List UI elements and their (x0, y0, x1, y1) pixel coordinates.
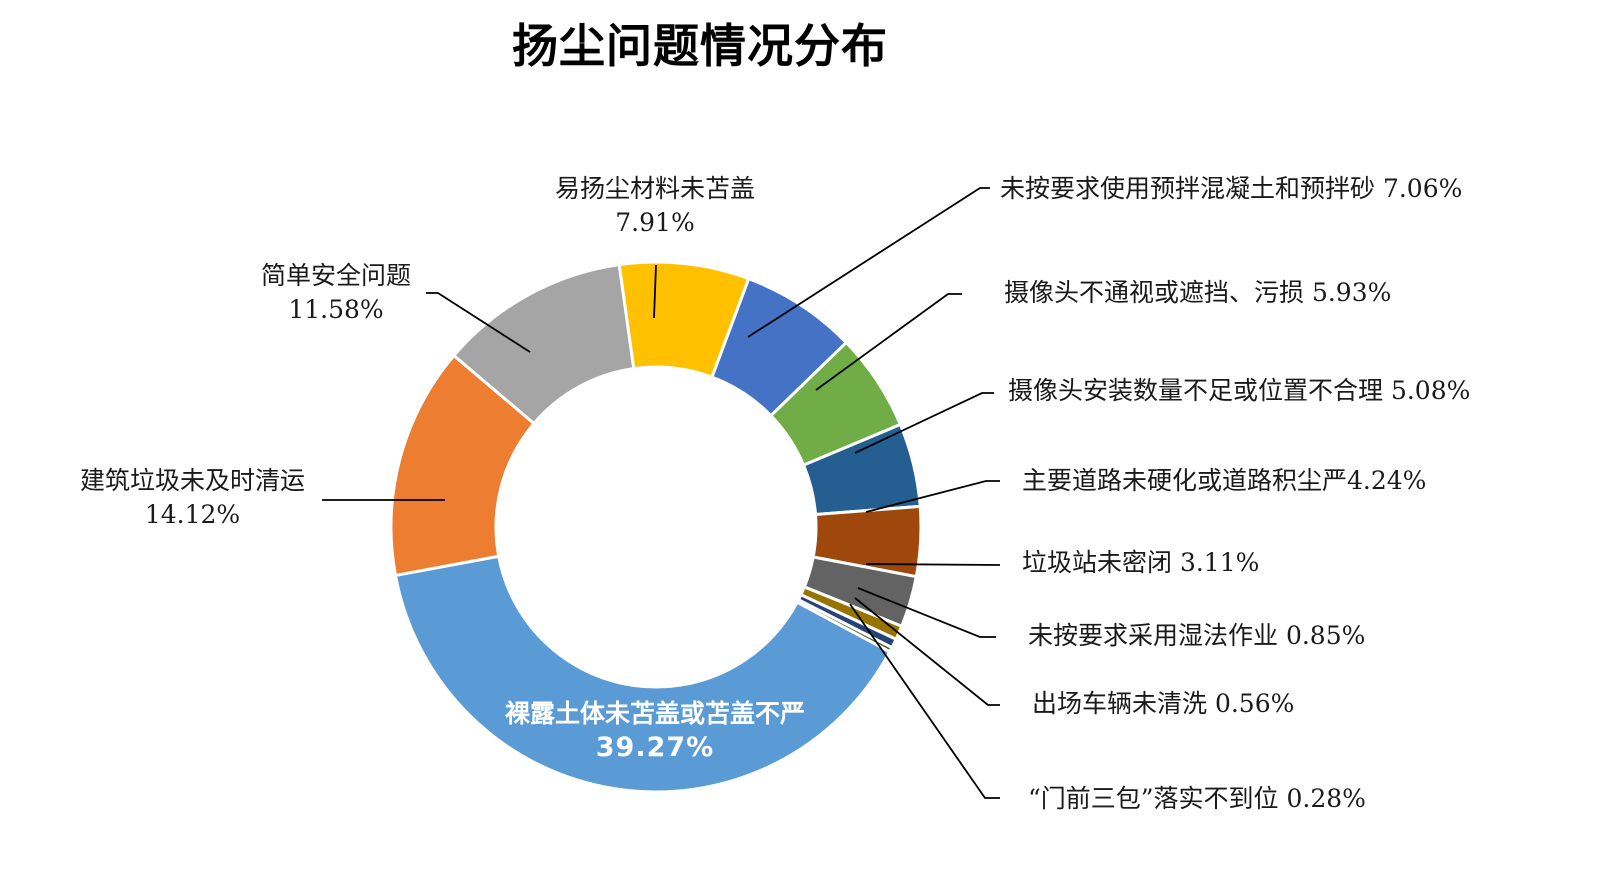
leader-line (747, 187, 990, 338)
leader-line (857, 587, 996, 638)
data-label-safety: 简单安全问题 11.58% (260, 261, 411, 324)
leader-line (854, 597, 1000, 706)
data-label-premix: 未按要求使用预拌混凝土和预拌砂 7.06% (1000, 174, 1463, 203)
leader-line (865, 563, 1001, 566)
leader-line (854, 392, 994, 454)
data-label-road-unhardened: 主要道路未硬化或道路积尘严4.24% (1022, 466, 1427, 495)
data-label-construction-waste: 建筑垃圾未及时清运 14.12% (79, 466, 305, 529)
donut-slice (451, 262, 636, 426)
chart-title: 扬尘问题情况分布 (512, 19, 888, 73)
data-label-bare-soil: 裸露土体未苫盖或苫盖不严 39.27% (504, 699, 805, 763)
data-label-three-guarantees: “门前三包”落实不到位 0.28% (1028, 784, 1366, 813)
data-label-wet-method: 未按要求采用湿法作业 0.85% (1028, 621, 1366, 650)
donut-slices (389, 260, 923, 794)
data-label-easy-dust-material: 易扬尘材料未苫盖 7.91% (554, 174, 755, 237)
leader-line (815, 293, 962, 391)
data-label-camera-insufficient: 摄像头安装数量不足或位置不合理 5.08% (1008, 376, 1471, 405)
data-label-garbage-station: 垃圾站未密闭 3.11% (1022, 548, 1260, 577)
data-label-vehicle-wash: 出场车辆未清洗 0.56% (1032, 689, 1295, 718)
leader-line (426, 292, 531, 353)
data-label-camera-blocked: 摄像头不通视或遮挡、污损 5.93% (1004, 278, 1392, 307)
donut-slice (393, 554, 892, 794)
leader-line (865, 480, 1000, 513)
leader-line (849, 603, 1000, 799)
leader-line (653, 264, 657, 319)
leader-lines (322, 187, 1001, 799)
